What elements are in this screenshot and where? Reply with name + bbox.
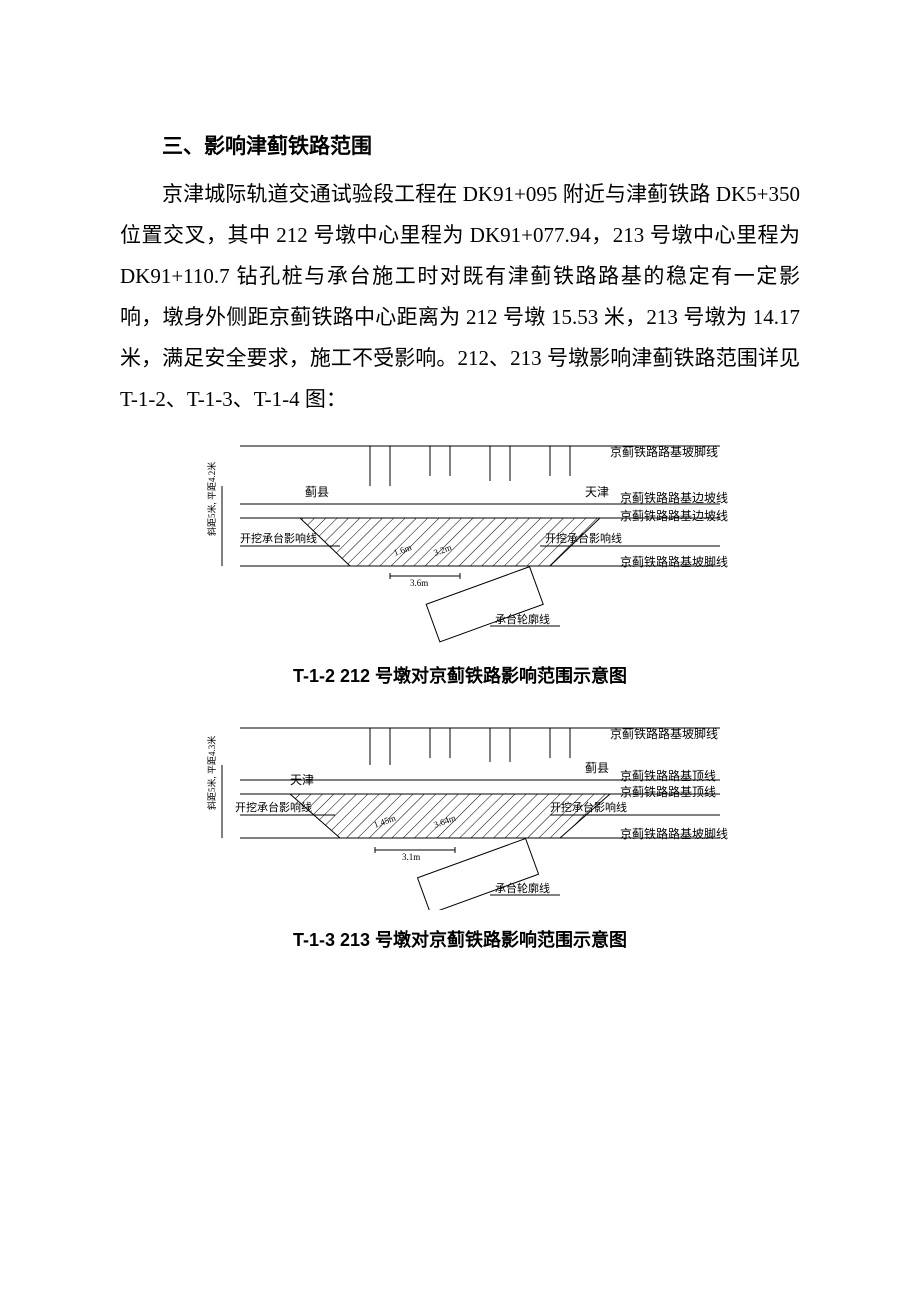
label2-vert: 斜距5米, 平距4.3米 — [206, 735, 217, 809]
label2-bottom: 京蓟铁路路基坡脚线 — [620, 826, 728, 841]
section-heading: 三、影响津蓟铁路范围 — [120, 130, 800, 160]
label2-excav-l: 开挖承台影响线 — [235, 800, 312, 814]
label2-side-bot: 京蓟铁路路基顶线 — [620, 784, 716, 799]
label-side-bot: 京蓟铁路路基边坡线 — [620, 508, 728, 523]
label2-topline: 京蓟铁路路基坡脚线 — [610, 726, 718, 741]
label2-excav-r: 开挖承台影响线 — [550, 800, 627, 814]
body-paragraph: 京津城际轨道交通试验段工程在 DK91+095 附近与津蓟铁路 DK5+350 … — [120, 174, 800, 420]
caption-t-1-3: T-1-3 213 号墩对京蓟铁路影响范围示意图 — [293, 926, 627, 952]
label-excav-r: 开挖承台影响线 — [545, 531, 622, 545]
caption-t-1-2: T-1-2 212 号墩对京蓟铁路影响范围示意图 — [293, 662, 627, 688]
figure-t-1-2: 京蓟铁路路基坡脚线 蓟县 天津 京蓟铁路路基边坡线 京蓟铁路路基边坡线 开挖承台… — [120, 426, 800, 704]
diagram-213: 京蓟铁路路基坡脚线 天津 蓟县 京蓟铁路路基顶线 京蓟铁路路基顶线 开挖承台影响… — [180, 710, 740, 910]
dim-3: 3.6m — [410, 578, 428, 588]
label-excav-l: 开挖承台影响线 — [240, 531, 317, 545]
diagram-212: 京蓟铁路路基坡脚线 蓟县 天津 京蓟铁路路基边坡线 京蓟铁路路基边坡线 开挖承台… — [180, 426, 740, 646]
label-foot: 承台轮廓线 — [495, 612, 550, 626]
label-topline: 京蓟铁路路基坡脚线 — [610, 444, 718, 459]
dim2-3: 3.1m — [402, 852, 420, 862]
label-bottom: 京蓟铁路路基坡脚线 — [620, 554, 728, 569]
label-left-city: 蓟县 — [305, 485, 329, 499]
label-side-top: 京蓟铁路路基边坡线 — [620, 490, 728, 505]
label-vert: 斜距5米, 平距4.2米 — [206, 461, 217, 535]
label2-right-city: 蓟县 — [585, 761, 609, 775]
label-right-city: 天津 — [585, 485, 609, 499]
label2-foot: 承台轮廓线 — [495, 881, 550, 895]
label2-side-top: 京蓟铁路路基顶线 — [620, 768, 716, 783]
figure-t-1-3: 京蓟铁路路基坡脚线 天津 蓟县 京蓟铁路路基顶线 京蓟铁路路基顶线 开挖承台影响… — [120, 710, 800, 968]
